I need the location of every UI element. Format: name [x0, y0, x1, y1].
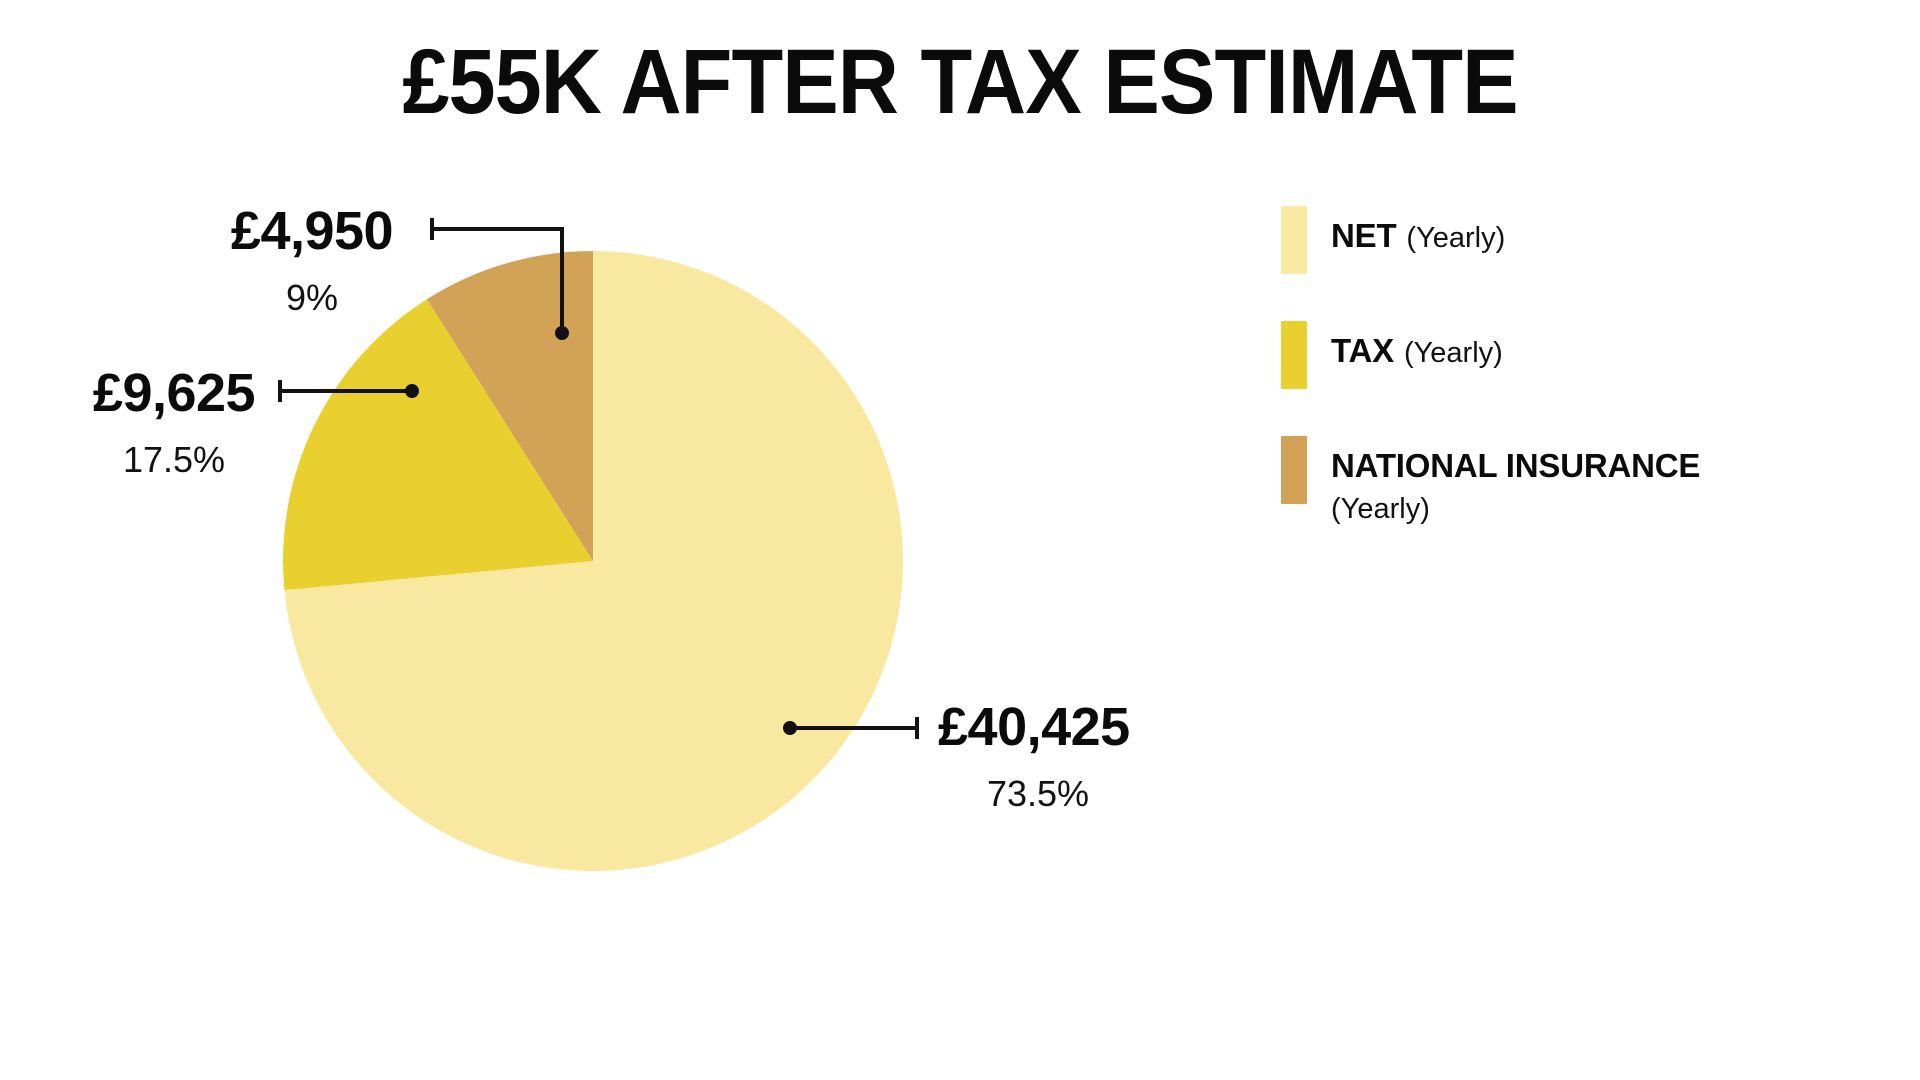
callout-national-insurance: £4,950 9%: [212, 204, 412, 316]
legend-item-national-insurance[interactable]: NATIONAL INSURANCE (Yearly): [1281, 436, 1881, 526]
legend-period-tax: (Yearly): [1403, 337, 1503, 369]
callout-national-insurance-percent: 9%: [285, 277, 339, 318]
page-title: £55K AFTER TAX ESTIMATE: [402, 31, 1518, 133]
legend-period-net: (Yearly): [1406, 222, 1506, 254]
callout-net: £40,425 73.5%: [938, 700, 1158, 812]
pie-chart: [283, 251, 903, 871]
pie-slice-tax[interactable]: [283, 299, 593, 591]
legend-period-national-insurance: (Yearly): [1331, 492, 1430, 525]
legend-item-tax[interactable]: TAX (Yearly): [1281, 321, 1881, 389]
callout-tax: £9,625 17.5%: [74, 366, 274, 478]
callout-national-insurance-value: £4,950: [230, 201, 394, 261]
pie-slice-national-insurance[interactable]: [426, 251, 593, 561]
callout-net-percent: 73.5%: [986, 773, 1090, 814]
legend-label-tax: TAX: [1331, 332, 1394, 369]
legend-item-net[interactable]: NET (Yearly): [1281, 206, 1881, 274]
legend-swatch-national-insurance-icon: [1281, 436, 1307, 504]
legend-swatch-net-icon: [1281, 206, 1307, 274]
pie-slice-net[interactable]: [284, 251, 903, 871]
callout-net-value: £40,425: [938, 697, 1130, 757]
legend-swatch-tax-icon: [1281, 321, 1307, 389]
callout-tax-percent: 17.5%: [122, 439, 226, 480]
legend-label-national-insurance: NATIONAL INSURANCE: [1331, 447, 1701, 484]
callout-tax-value: £9,625: [92, 363, 256, 423]
legend: NET (Yearly) TAX (Yearly) NATIONAL INSUR…: [1281, 206, 1881, 573]
pie-chart-svg: [283, 251, 903, 871]
legend-label-net: NET: [1331, 217, 1397, 254]
